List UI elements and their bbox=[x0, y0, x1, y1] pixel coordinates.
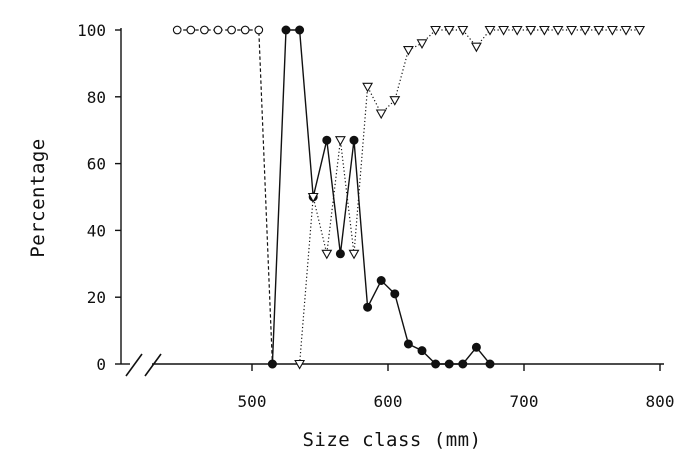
data-point-filled-circle bbox=[376, 276, 386, 285]
series-open-circle-line bbox=[177, 29, 273, 365]
data-point-triangle bbox=[511, 25, 523, 36]
data-point-filled-circle bbox=[458, 359, 468, 369]
axis-break-mark bbox=[125, 353, 143, 377]
y-tick-label: 80 bbox=[87, 88, 106, 107]
data-point-triangle bbox=[620, 25, 632, 36]
data-point-triangle bbox=[348, 249, 360, 260]
x-axis-title: Size class (mm) bbox=[302, 429, 481, 451]
data-point-triangle bbox=[294, 359, 306, 370]
data-point-triangle bbox=[593, 25, 605, 36]
data-point-triangle bbox=[402, 45, 414, 56]
data-point-triangle bbox=[498, 25, 510, 36]
y-axis-title: Percentage bbox=[27, 138, 49, 257]
y-tick-label: 60 bbox=[87, 155, 106, 174]
axes: 0 20 40 60 80 100 500 600 700 800 bbox=[77, 21, 674, 411]
data-point-filled-circle bbox=[485, 359, 495, 369]
y-tick-label: 20 bbox=[87, 288, 106, 307]
data-point-triangle bbox=[470, 42, 482, 53]
data-point-triangle bbox=[457, 25, 469, 36]
data-point-filled-circle bbox=[403, 339, 413, 349]
x-tick-label: 800 bbox=[646, 392, 675, 411]
data-point-triangle bbox=[579, 25, 591, 36]
data-point-filled-circle bbox=[335, 249, 345, 259]
data-point-filled-circle bbox=[349, 135, 359, 145]
data-point-triangle bbox=[484, 25, 496, 36]
data-point-triangle bbox=[525, 25, 537, 36]
data-point-open-circle bbox=[227, 25, 236, 35]
data-point-open-circle bbox=[200, 25, 209, 35]
y-tick-label: 0 bbox=[96, 355, 106, 374]
x-tick-label: 700 bbox=[510, 392, 539, 411]
data-point-triangle bbox=[334, 136, 346, 146]
data-point-triangle bbox=[538, 25, 550, 36]
data-point-open-circle bbox=[172, 25, 182, 35]
data-point-triangle bbox=[307, 192, 319, 203]
data-point-filled-circle bbox=[267, 359, 277, 369]
data-point-filled-circle bbox=[444, 359, 454, 369]
data-point-filled-circle bbox=[471, 342, 481, 352]
data-point-triangle bbox=[552, 25, 564, 36]
y-tick-label: 40 bbox=[87, 221, 106, 240]
x-tick-label: 500 bbox=[238, 392, 267, 411]
data-point-filled-circle bbox=[322, 135, 332, 145]
data-point-filled-circle bbox=[281, 25, 291, 35]
data-point-filled-circle bbox=[431, 359, 441, 369]
data-point-open-circle bbox=[240, 25, 250, 35]
axis-break-mark bbox=[144, 353, 162, 377]
data-point-filled-circle bbox=[417, 346, 427, 356]
data-point-triangle bbox=[362, 82, 374, 93]
series-layer bbox=[172, 25, 646, 370]
data-point-triangle bbox=[443, 25, 455, 36]
data-point-open-circle bbox=[213, 25, 223, 35]
data-point-triangle bbox=[634, 25, 646, 36]
data-point-open-circle bbox=[254, 25, 264, 35]
data-point-triangle bbox=[606, 25, 618, 36]
data-point-triangle bbox=[416, 39, 428, 49]
data-point-filled-circle bbox=[295, 25, 305, 35]
data-point-open-circle bbox=[186, 25, 196, 35]
data-point-triangle bbox=[389, 96, 401, 106]
data-point-triangle bbox=[321, 249, 333, 260]
data-point-triangle bbox=[430, 25, 442, 36]
x-tick-label: 600 bbox=[374, 392, 403, 411]
data-point-filled-circle bbox=[390, 289, 400, 299]
data-point-triangle bbox=[375, 109, 387, 120]
series-filled-circle-line bbox=[271, 29, 491, 365]
y-tick-label: 100 bbox=[77, 21, 106, 40]
data-point-triangle bbox=[566, 25, 578, 36]
series-open-triangle-line bbox=[299, 29, 640, 365]
data-point-filled-circle bbox=[363, 302, 373, 312]
